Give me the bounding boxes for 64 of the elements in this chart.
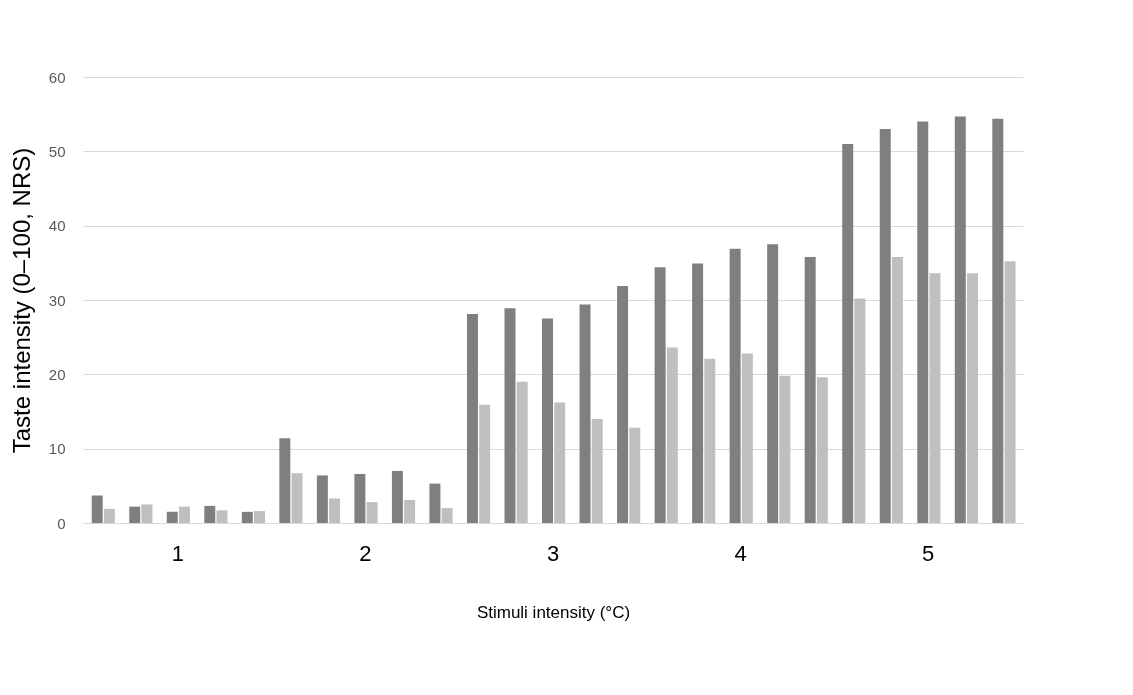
bar: [216, 510, 228, 523]
bar: [279, 438, 291, 523]
bar: [516, 381, 528, 523]
bar: [354, 473, 366, 523]
bar: [854, 298, 866, 523]
y-tick-label: 50: [48, 142, 66, 160]
bar: [178, 506, 190, 523]
bar: [704, 358, 716, 523]
bar: [666, 347, 678, 523]
bar: [879, 129, 891, 523]
y-tick-label: 20: [48, 365, 66, 383]
bar: [579, 304, 591, 523]
bar: [166, 511, 178, 523]
bar: [241, 511, 253, 523]
bar: [316, 475, 328, 523]
bar: [103, 508, 115, 523]
bar: [767, 244, 779, 523]
bar: [129, 506, 141, 523]
bar: [441, 508, 453, 523]
bar: [917, 121, 929, 523]
bar: [591, 418, 603, 523]
bar: [479, 404, 491, 523]
bar: [429, 483, 441, 523]
x-tick-label: 3: [546, 540, 560, 566]
bar: [554, 402, 566, 523]
bar: [291, 473, 303, 523]
bar: [804, 256, 816, 523]
bar: [141, 504, 153, 523]
bar: [91, 495, 103, 523]
bar: [779, 375, 791, 523]
bar: [842, 143, 854, 523]
bar: [729, 248, 741, 523]
bar: [366, 502, 378, 523]
bar: [404, 499, 416, 523]
bar: [954, 116, 966, 523]
bar: [391, 470, 403, 523]
bar: [466, 314, 478, 523]
bar: [617, 285, 629, 523]
x-tick-label: 2: [359, 540, 372, 566]
x-tick-label: 1: [171, 540, 184, 566]
bar: [992, 118, 1004, 523]
bar: [254, 511, 265, 523]
y-tick-label: 10: [48, 440, 66, 458]
bar: [504, 308, 516, 523]
x-tick-label: 4: [734, 540, 747, 566]
bar: [966, 273, 978, 523]
y-tick-label: 0: [57, 514, 66, 532]
bar: [692, 263, 704, 523]
y-tick-label: 30: [48, 291, 66, 309]
y-tick-label: 40: [48, 217, 66, 235]
bar: [741, 353, 753, 523]
bar: [204, 505, 216, 523]
bar: [542, 318, 553, 523]
y-axis-title: Taste intensity (0–100, NRS): [7, 147, 35, 454]
x-axis-title: Stimuli intensity (°C): [476, 602, 631, 622]
bar: [816, 377, 828, 523]
bar: [929, 273, 941, 523]
x-tick-label: 5: [922, 540, 935, 566]
bar: [1004, 261, 1016, 523]
bar: [654, 267, 666, 523]
y-tick-label: 60: [48, 68, 66, 86]
bar: [629, 427, 641, 523]
bar: [329, 498, 341, 523]
bar: [891, 256, 903, 523]
